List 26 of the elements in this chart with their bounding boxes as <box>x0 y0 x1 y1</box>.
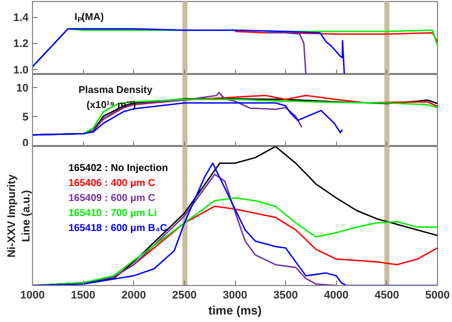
y-tick-label: 5 <box>22 111 29 124</box>
line-series <box>264 32 307 74</box>
y-tick-label: 1.4 <box>13 12 30 24</box>
annotation: (x10¹⁹ m⁻³) <box>86 100 136 111</box>
x-tick-label: 4500 <box>374 290 400 302</box>
x-tick-label: 3500 <box>273 290 298 302</box>
series-label: 165418 : 600 μm B₄C <box>68 223 168 234</box>
y-tick-label: 1.0 <box>13 64 29 76</box>
line-series <box>32 28 346 74</box>
x-tick-label: 2500 <box>172 290 197 302</box>
y-axis-title: Ni-XXV Impurity Line (a.u.) <box>6 174 32 258</box>
x-tick-label: 5000 <box>425 290 450 302</box>
series-label: 165410 : 700 μm Li <box>68 208 158 219</box>
x-axis-title: time (ms) <box>208 304 262 318</box>
x-tick-label: 1000 <box>20 290 45 302</box>
x-tick-label: 1500 <box>70 290 96 302</box>
annotation: Plasma Density <box>78 85 153 96</box>
text: 165402 : No Injection <box>68 163 168 174</box>
text: 165409 : 600 μm C <box>68 193 156 204</box>
text: 165406 : 400 μm C <box>68 178 156 189</box>
x-tick-label: 3000 <box>222 290 248 302</box>
y-tick-label: 10 <box>16 82 29 94</box>
line-series <box>32 102 344 136</box>
y-tick-label: 1.2 <box>13 38 29 50</box>
x-tick-label: 4000 <box>324 290 348 302</box>
x-tick-label: 2000 <box>122 290 146 302</box>
